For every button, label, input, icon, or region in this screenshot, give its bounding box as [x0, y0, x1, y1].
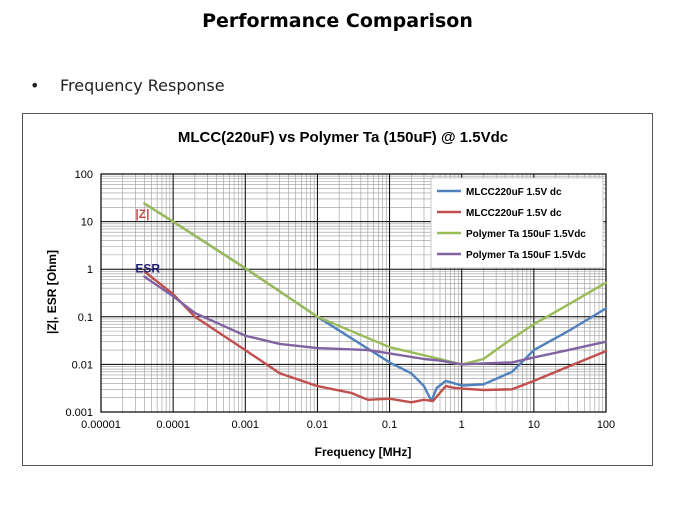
x-tick-label: 10 [528, 419, 540, 431]
y-tick-label: 0.01 [72, 359, 93, 371]
legend: MLCC220uF 1.5V dc MLCC220uF 1.5V dc Polyme… [430, 177, 604, 269]
x-tick-label: 1 [459, 419, 465, 431]
chart-frame: MLCC(220uF) vs Polymer Ta (150uF) @ 1.5V… [22, 113, 653, 466]
legend-label: MLCC220uF 1.5V dc [466, 208, 562, 219]
series-line-2 [143, 270, 608, 404]
y-tick-label: 1 [87, 264, 93, 276]
x-axis-label: Frequency [MHz] [315, 445, 412, 459]
legend-label: Polymer Ta 150uF 1.5Vdc [466, 250, 586, 261]
y-axis-label: |Z|, ESR [Ohm] [45, 250, 59, 334]
y-tick-label: 10 [81, 217, 93, 229]
axes: 0.00001 0.0001 0.001 0.01 0.1 1 10 100 0.001 0.01… [65, 169, 615, 431]
plot-border [100, 173, 607, 413]
annotation-1: |Z| [135, 207, 149, 221]
legend-label: Polymer Ta 150uF 1.5Vdc [466, 229, 586, 240]
series-line-4 [143, 275, 608, 366]
x-tick-label: 0.1 [382, 419, 397, 431]
annotations: |Z| ESR [135, 207, 160, 276]
y-tick-label: 0.001 [65, 407, 93, 419]
y-tick-label: 0.1 [78, 312, 93, 324]
bullet-text: Frequency Response [60, 76, 225, 95]
x-tick-label: 0.00001 [81, 419, 121, 431]
x-tick-label: 0.0001 [156, 419, 190, 431]
legend-label: MLCC220uF 1.5V dc [466, 187, 562, 198]
impedance-chart: MLCC(220uF) vs Polymer Ta (150uF) @ 1.5V… [45, 129, 615, 459]
y-tick-label: 100 [75, 169, 93, 181]
x-tick-label: 0.01 [307, 419, 328, 431]
chart-title: MLCC(220uF) vs Polymer Ta (150uF) @ 1.5V… [178, 129, 508, 146]
slide-title: Performance Comparison [202, 10, 473, 32]
x-tick-label: 100 [597, 419, 615, 431]
x-tick-label: 0.001 [232, 419, 260, 431]
bullet-symbol: • [30, 76, 40, 95]
series-lines [143, 202, 608, 404]
bullet-item: • Frequency Response [30, 76, 225, 95]
annotation-2: ESR [135, 262, 160, 276]
